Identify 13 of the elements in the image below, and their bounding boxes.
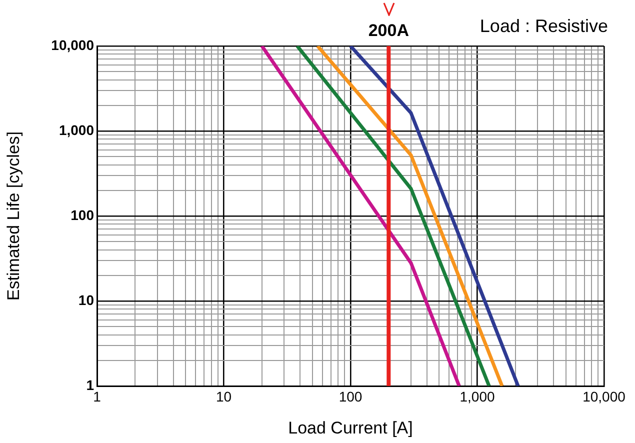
y-axis-title: Estimated Life [cycles]: [4, 131, 23, 301]
ref-line-label: 200A: [368, 21, 409, 40]
y-tick-label: 10,000: [51, 36, 94, 53]
y-tick-label: 10: [78, 292, 94, 308]
text: Load : Resistive: [480, 16, 608, 36]
x-tick-label: 10,000: [582, 388, 626, 404]
x-tick-label: 10: [216, 388, 232, 404]
x-axis-title: Load Current [A]: [288, 418, 413, 438]
y-tick-label: 100: [70, 206, 94, 223]
y-tick-label: 1,000: [58, 122, 94, 138]
x-tick-label: 100: [338, 388, 362, 404]
y-tick-label: 1: [86, 376, 94, 393]
x-tick-label: 1,000: [460, 388, 495, 404]
